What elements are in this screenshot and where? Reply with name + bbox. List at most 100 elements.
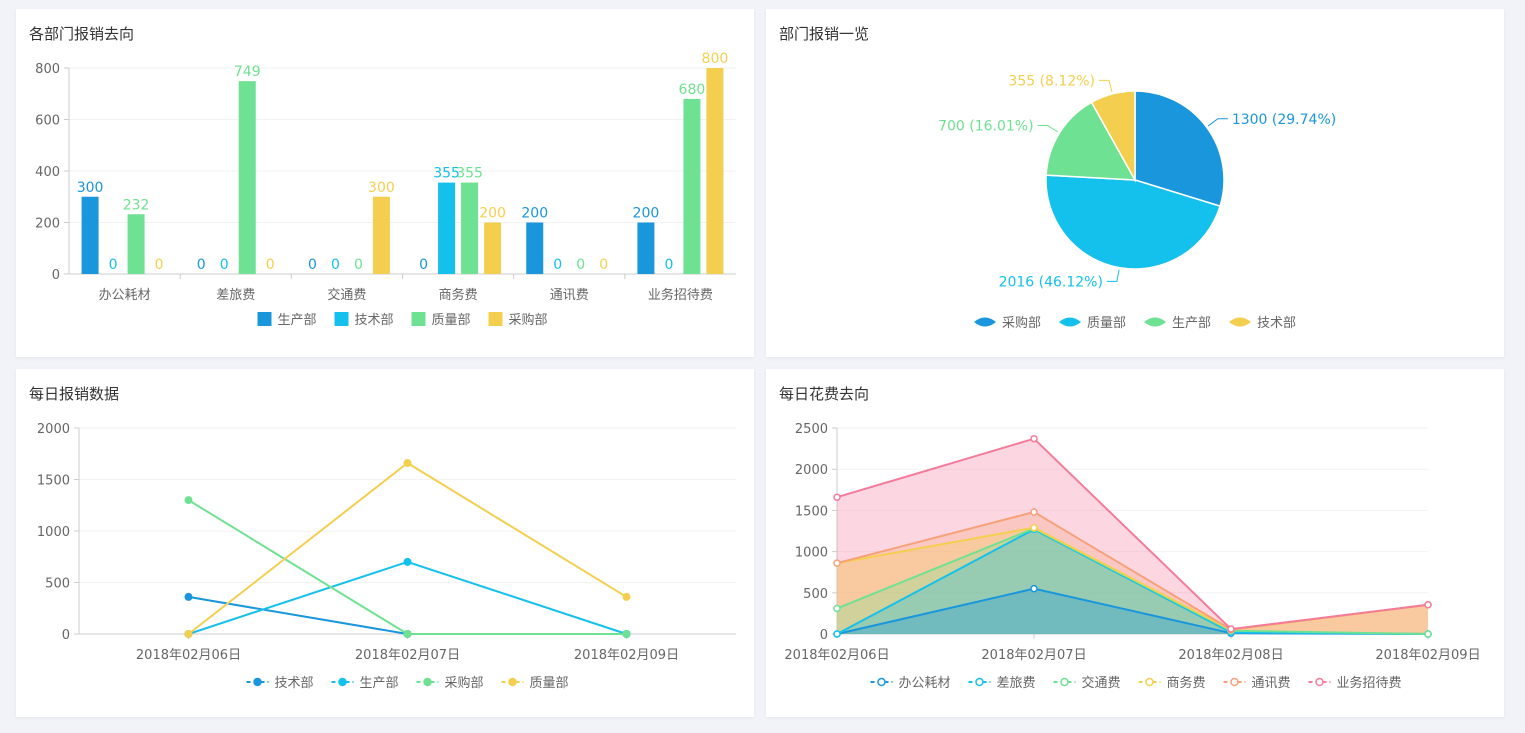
y-tick-label: 1000 — [37, 525, 70, 540]
x-tick-label: 2018年02月07日 — [981, 648, 1086, 663]
x-tick-label: 2018年02月06日 — [136, 648, 241, 663]
area-chart: 0 500 1000 1500 2000 2500 2018年02月06日 2018年02月0… — [784, 422, 1480, 691]
pie-slice — [1134, 90, 1225, 208]
bar — [637, 222, 655, 274]
legend-label: 技术部 — [1257, 316, 1296, 331]
legend-marker — [1230, 677, 1239, 687]
panel-daily-cost-area: 每日花费去向 0 500 1000 1500 2000 2500 2018年02月06日 20… — [766, 369, 1504, 717]
legend-marker — [1315, 677, 1324, 687]
legend-label: 差旅费 — [997, 676, 1036, 691]
series-line — [836, 437, 1429, 631]
bar-value-label: 0 — [354, 257, 363, 273]
bar-value-label: 0 — [599, 257, 608, 273]
bar — [238, 81, 256, 274]
bar-value-label: 0 — [308, 257, 317, 273]
x-tick-label: 交通费 — [327, 287, 366, 303]
bar — [438, 182, 456, 274]
x-tick-label: 2018年02月06日 — [784, 648, 889, 663]
data-point — [403, 459, 412, 468]
pie-label: 1300 (29.74%) — [1232, 112, 1336, 128]
x-tick-label: 业务招待费 — [648, 287, 713, 303]
legend-label: 采购部 — [1002, 315, 1041, 331]
pie-label: 700 (16.01%) — [938, 119, 1033, 135]
bar-value-label: 0 — [109, 257, 118, 273]
pie-chart: 1300 (29.74%) 2016 (46.12%) 700 (16.01%) 35… — [938, 73, 1336, 331]
x-tick-label: 2018年02月07日 — [355, 648, 460, 663]
legend-swatch — [974, 317, 996, 327]
legend-swatch — [1144, 317, 1166, 327]
data-point — [833, 630, 841, 638]
bar-value-label: 0 — [220, 257, 229, 273]
panel-daily-expense-line: 每日报销数据 0 500 1000 1500 2000 2018年02月06日 2018年0… — [16, 369, 754, 717]
bar-value-label: 355 — [456, 166, 483, 182]
data-point — [403, 630, 412, 638]
data-point — [403, 557, 412, 566]
data-point — [1030, 508, 1038, 516]
bar-value-label: 0 — [576, 257, 585, 273]
pie-label: 355 (8.12%) — [1008, 73, 1095, 89]
series-line — [187, 499, 627, 635]
legend-marker — [338, 677, 347, 687]
legend-label: 质量部 — [530, 676, 569, 691]
data-point — [184, 496, 193, 505]
bar-value-label: 0 — [553, 257, 562, 273]
data-point — [622, 630, 631, 638]
bar-value-label: 0 — [197, 257, 206, 273]
legend-swatch — [411, 312, 426, 326]
legend-label: 技术部 — [275, 676, 314, 691]
legend-swatch — [1229, 317, 1251, 327]
data-point — [1227, 625, 1235, 633]
legend-label: 商务费 — [1167, 675, 1206, 691]
y-tick-label: 600 — [35, 114, 60, 129]
bar-value-label: 680 — [679, 82, 706, 98]
x-tick-label: 商务费 — [439, 287, 478, 303]
bar-value-label: 0 — [155, 257, 164, 273]
pie-label-line — [1099, 79, 1113, 93]
legend-swatch — [334, 312, 349, 326]
legend-label: 质量部 — [1087, 316, 1126, 331]
bar-value-label: 232 — [123, 197, 150, 213]
legend-swatch — [257, 312, 272, 326]
panel-title: 每日报销数据 — [29, 385, 120, 403]
bar-value-label: 200 — [479, 206, 506, 222]
pie-label-line — [1106, 269, 1120, 282]
bar — [484, 222, 502, 274]
y-tick-label: 800 — [35, 62, 60, 77]
x-tick-label: 通讯费 — [550, 288, 589, 303]
bar-value-label: 0 — [419, 257, 428, 273]
data-point — [1424, 630, 1432, 638]
panel-dept-expense-bar: 各部门报销去向 0 200 400 600 800 办公耗材 300 0 232 0 差旅费 0 0 74… — [16, 9, 754, 357]
pie-slice — [1090, 90, 1136, 183]
bar — [526, 222, 544, 274]
data-point — [1030, 584, 1038, 593]
legend-label: 办公耗材 — [899, 676, 951, 691]
bar — [81, 196, 99, 274]
panel-dept-overview-pie: 部门报销一览 1300 (29.74%) 2016 (46.12%) 700 (16… — [766, 9, 1504, 357]
y-tick-label: 2000 — [795, 463, 828, 478]
y-tick-label: 500 — [45, 577, 70, 592]
line-chart: 0 500 1000 1500 2000 2018年02月06日 2018年02月07日 20… — [37, 422, 736, 691]
legend-label: 业务招待费 — [1337, 675, 1402, 691]
pie-label-line — [1207, 118, 1228, 127]
legend-label: 采购部 — [509, 312, 548, 328]
data-point — [1424, 600, 1432, 609]
y-tick-label: 1500 — [37, 474, 70, 489]
data-point — [184, 592, 193, 601]
pie-label-line — [1037, 125, 1059, 133]
pie-slice — [1045, 174, 1222, 270]
series-area — [837, 438, 1428, 634]
x-tick-label: 办公耗材 — [99, 288, 151, 303]
x-tick-label: 2018年02月09日 — [574, 648, 679, 663]
panel-title: 每日花费去向 — [779, 385, 870, 403]
pie-label: 2016 (46.12%) — [999, 274, 1103, 290]
y-tick-label: 1500 — [795, 504, 828, 519]
data-point — [833, 493, 841, 501]
x-tick-label: 差旅费 — [216, 288, 255, 303]
y-tick-label: 2000 — [37, 422, 70, 437]
y-tick-label: 1000 — [795, 546, 828, 561]
legend-label: 通讯费 — [1252, 676, 1291, 691]
legend-label: 采购部 — [445, 675, 484, 691]
bar-value-label: 200 — [633, 206, 660, 222]
bar-value-label: 355 — [433, 166, 460, 182]
